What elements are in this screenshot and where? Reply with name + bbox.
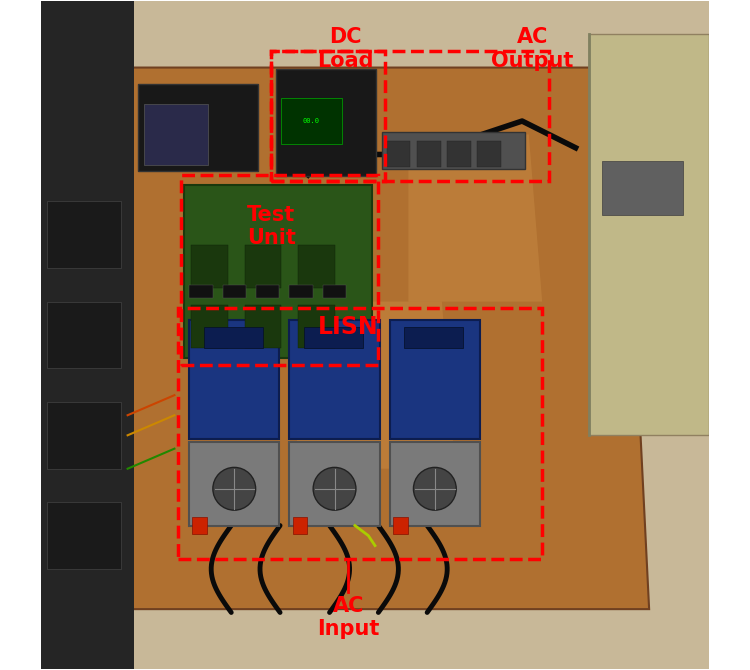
Bar — [290, 285, 313, 298]
Bar — [290, 442, 380, 525]
Bar — [189, 442, 280, 525]
Polygon shape — [409, 135, 542, 302]
Bar — [298, 305, 335, 348]
Bar — [47, 302, 121, 368]
Bar — [189, 320, 280, 439]
Bar — [193, 517, 207, 533]
Polygon shape — [40, 1, 134, 669]
Text: 00.0: 00.0 — [303, 118, 320, 124]
Bar — [322, 285, 346, 298]
Bar — [204, 327, 262, 348]
Text: Test
Unit: Test Unit — [247, 204, 296, 248]
Bar — [393, 517, 408, 533]
Bar — [417, 141, 440, 167]
Bar — [292, 517, 308, 533]
Bar — [47, 502, 121, 569]
Bar — [382, 133, 526, 170]
Circle shape — [213, 468, 256, 510]
Text: LISN: LISN — [318, 315, 379, 339]
Bar — [244, 245, 281, 288]
Polygon shape — [100, 68, 650, 609]
Bar — [256, 285, 280, 298]
Bar — [189, 285, 212, 298]
Bar — [589, 34, 710, 436]
Bar — [184, 184, 372, 358]
Bar — [191, 245, 228, 288]
Bar — [387, 141, 410, 167]
Bar — [281, 98, 341, 145]
Bar — [404, 327, 464, 348]
Bar — [447, 141, 470, 167]
Text: DC
Load: DC Load — [316, 27, 374, 70]
Bar — [602, 161, 682, 214]
Bar — [390, 442, 480, 525]
Polygon shape — [295, 302, 455, 469]
Bar — [290, 320, 380, 439]
Bar — [390, 320, 480, 439]
Bar — [276, 69, 376, 176]
Bar — [223, 285, 246, 298]
Text: AC
Output: AC Output — [491, 27, 573, 70]
Bar — [298, 245, 335, 288]
Bar — [138, 84, 258, 172]
Text: AC
Input: AC Input — [317, 596, 380, 639]
Bar — [47, 201, 121, 268]
Bar — [144, 105, 208, 165]
Circle shape — [314, 468, 356, 510]
Bar — [477, 141, 501, 167]
Polygon shape — [40, 1, 709, 669]
Bar — [47, 402, 121, 469]
Bar — [304, 327, 363, 348]
Bar — [191, 305, 228, 348]
Bar — [244, 305, 281, 348]
Circle shape — [413, 468, 456, 510]
